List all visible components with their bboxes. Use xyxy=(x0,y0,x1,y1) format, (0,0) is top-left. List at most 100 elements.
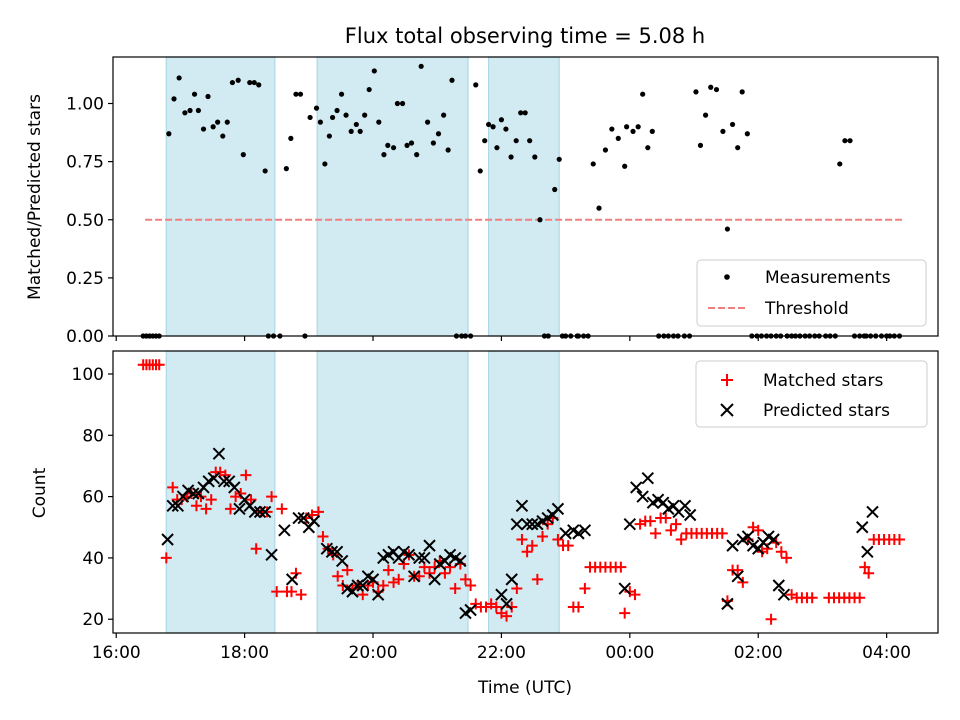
matched-star-point xyxy=(537,530,549,542)
predicted-star-point xyxy=(767,533,780,546)
measurement-point xyxy=(435,131,442,137)
predicted-star-point xyxy=(278,524,291,537)
predicted-star-point xyxy=(741,530,755,543)
measurement-point xyxy=(615,135,621,141)
matched-star-point xyxy=(337,579,349,591)
measurement-point xyxy=(187,107,193,114)
measurement-point xyxy=(385,142,391,148)
matched-star-point xyxy=(271,586,283,598)
measurement-point xyxy=(498,117,505,123)
measurement-point xyxy=(376,119,382,125)
bottom-y-axis-label: Count xyxy=(30,467,50,518)
top-y-tick-label: 0.00 xyxy=(66,327,104,347)
measurement-point xyxy=(200,126,207,132)
matched-star-point xyxy=(459,573,471,585)
measurement-point xyxy=(313,105,320,111)
measurement-point xyxy=(590,161,596,167)
matched-star-point xyxy=(317,530,329,542)
matched-star-point xyxy=(806,592,818,604)
matched-star-point xyxy=(619,607,631,619)
matched-star-point xyxy=(276,503,288,515)
matched-star-point xyxy=(285,586,297,598)
bottom-x-tick-label: 04:00 xyxy=(862,643,911,663)
measurement-point xyxy=(702,112,709,118)
bottom-y-tick-label: 40 xyxy=(82,549,104,569)
matched-star-point xyxy=(854,592,866,604)
predicted-star-point xyxy=(371,588,385,601)
matched-star-point xyxy=(765,613,777,625)
top-x-axis-ticks xyxy=(115,336,888,341)
legend-measurements-label: Measurements xyxy=(765,268,891,288)
measurement-point xyxy=(329,114,336,121)
matched-star-point xyxy=(261,506,273,518)
matched-star-point xyxy=(429,561,441,573)
measurement-point xyxy=(494,145,500,151)
matched-star-point xyxy=(615,561,627,573)
measurement-point xyxy=(357,128,363,134)
predicted-star-point xyxy=(335,554,349,568)
predicted-star-point xyxy=(253,505,267,519)
measurement-point xyxy=(262,168,268,174)
predicted-star-point xyxy=(307,514,321,528)
measurement-point xyxy=(191,91,198,97)
bottom-legend: Matched stars Predicted stars xyxy=(695,360,928,428)
measurement-point xyxy=(418,63,424,69)
matched-star-point xyxy=(167,481,179,493)
legend-predicted-label: Predicted stars xyxy=(763,401,890,421)
predicted-star-point xyxy=(578,524,592,537)
matched-star-point xyxy=(780,552,792,564)
measurement-point xyxy=(622,163,628,169)
measurement-point xyxy=(235,77,241,83)
predicted-star-point xyxy=(515,499,529,513)
top-shaded-bands xyxy=(165,56,560,337)
measurement-point xyxy=(635,124,641,130)
matched-star-point xyxy=(552,534,564,546)
predicted-star-point xyxy=(212,447,226,460)
predicted-star-point xyxy=(777,588,791,601)
predicted-star-point xyxy=(551,502,565,516)
matched-star-point xyxy=(526,540,538,552)
measurement-point xyxy=(518,110,524,116)
measurement-point xyxy=(353,121,359,128)
predicted-star-point xyxy=(423,539,436,552)
predicted-star-point xyxy=(161,533,174,546)
measurement-point xyxy=(441,112,447,118)
measurement-point xyxy=(640,91,646,97)
predicted-star-point xyxy=(297,511,310,525)
measurement-point xyxy=(508,154,514,160)
legend-threshold-label: Threshold xyxy=(764,299,849,319)
predicted-star-point xyxy=(356,579,369,592)
matched-star-point xyxy=(224,503,236,515)
predicted-star-point xyxy=(731,570,744,583)
measurement-point xyxy=(485,121,492,128)
measurement-point xyxy=(408,140,415,146)
matched-star-point xyxy=(675,534,687,546)
measurement-point xyxy=(842,138,848,144)
measurement-point xyxy=(693,89,699,95)
measurement-point xyxy=(552,186,558,193)
predicted-star-point xyxy=(407,570,421,583)
predicted-star-point xyxy=(861,545,874,558)
matched-star-point xyxy=(250,543,262,555)
top-legend-box xyxy=(696,259,927,327)
matched-star-point xyxy=(737,576,749,588)
measurement-point xyxy=(334,107,340,114)
bottom-y-tick-label: 20 xyxy=(82,610,104,630)
matched-star-point xyxy=(650,527,662,539)
matched-star-point xyxy=(859,561,871,573)
measurement-point xyxy=(477,168,483,174)
measurement-point xyxy=(404,142,410,148)
measurement-point xyxy=(224,119,230,125)
legend-matched-marker xyxy=(721,374,733,386)
matched-star-point xyxy=(501,610,513,622)
measurement-point xyxy=(256,82,262,88)
measurement-point xyxy=(205,93,211,100)
matched-star-point xyxy=(332,570,344,582)
measurement-point xyxy=(556,156,562,162)
top-plot-series xyxy=(140,63,903,339)
matched-star-point xyxy=(562,540,574,552)
shaded-band-3 xyxy=(487,56,560,337)
measurement-point xyxy=(449,77,455,83)
measurement-point xyxy=(171,96,177,102)
matched-star-point xyxy=(716,527,728,539)
